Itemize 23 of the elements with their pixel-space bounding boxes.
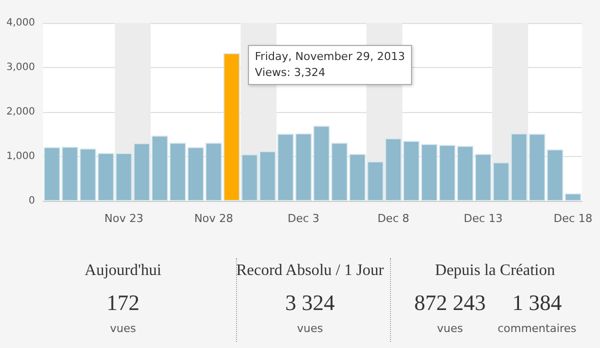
x-tick-label: Dec 13	[464, 212, 503, 225]
text: 1 384	[512, 290, 562, 316]
x-tick-label: Nov 28	[194, 212, 234, 225]
x-tick-label: Nov 23	[104, 212, 144, 225]
text: Aujourd'hui	[84, 262, 162, 280]
text: 172	[106, 290, 140, 316]
text: 872 243	[414, 290, 486, 316]
x-tick-label: Dec 18	[554, 212, 592, 225]
y-tick-label: 3,000	[6, 62, 35, 73]
text: Depuis la Création	[435, 262, 555, 280]
text: vues	[437, 322, 463, 335]
y-tick-label: 0	[28, 196, 35, 206]
x-tick-label: Dec 8	[377, 212, 410, 225]
x-tick-label: Dec 3	[288, 212, 320, 225]
text: commentaires	[498, 322, 576, 335]
y-tick-label: 1,000	[6, 151, 35, 162]
text: vues	[297, 322, 323, 335]
annotation: Friday, November 29, 2013 Views: 3,324	[248, 45, 412, 86]
text: 3 324	[285, 290, 335, 316]
text: vues	[110, 322, 136, 335]
y-tick-label: 4,000	[6, 18, 35, 28]
text: Record Absolu / 1 Jour	[236, 262, 384, 280]
y-tick-label: 2,000	[6, 106, 35, 118]
